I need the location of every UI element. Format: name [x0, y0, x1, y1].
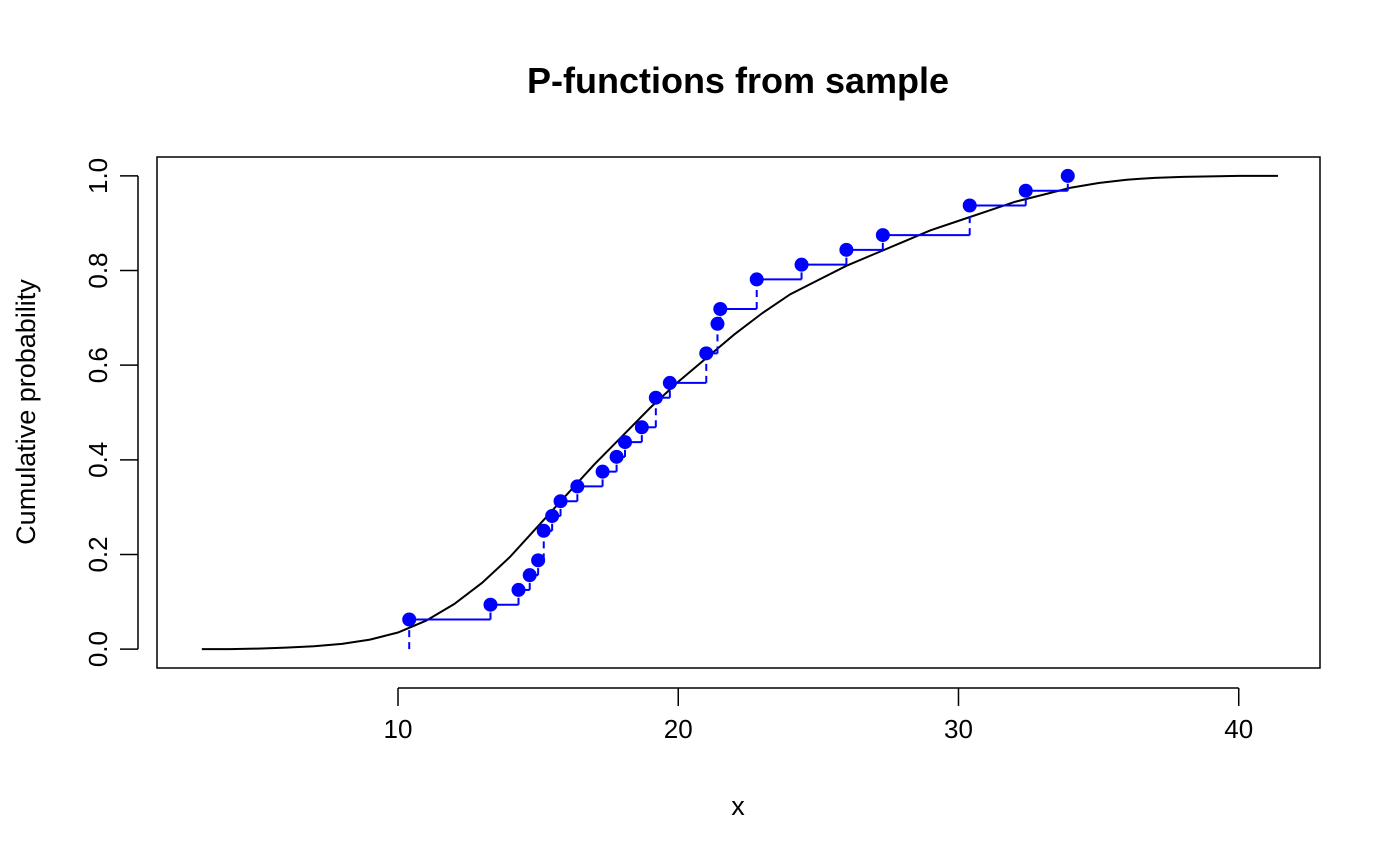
- ecdf-point: [522, 568, 537, 583]
- ecdf-point: [545, 509, 560, 524]
- ecdf-point: [1018, 183, 1033, 198]
- y-tick-label: 0.6: [83, 347, 113, 383]
- series-layer: [201, 168, 1278, 651]
- ecdf-point: [962, 198, 977, 213]
- theoretical-cdf-line: [201, 174, 1278, 651]
- x-tick-label: 30: [944, 714, 973, 744]
- x-axis-label: x: [731, 791, 745, 821]
- ecdf-point: [662, 375, 677, 390]
- y-tick-label: 0.2: [83, 536, 113, 572]
- ecdf-point: [699, 346, 714, 361]
- ecdf-point: [634, 420, 649, 435]
- ecdf-point: [794, 257, 809, 272]
- x-tick-label: 20: [664, 714, 693, 744]
- ecdf-point: [713, 301, 728, 316]
- y-tick-label: 0.8: [83, 252, 113, 288]
- ecdf-point: [570, 479, 585, 494]
- chart-title: P-functions from sample: [527, 60, 949, 101]
- ecdf-point: [875, 228, 890, 243]
- y-tick-label: 0.4: [83, 442, 113, 478]
- ecdf-point: [1060, 168, 1075, 183]
- x-tick-label: 10: [384, 714, 413, 744]
- x-axis: 10 20 30 40: [384, 687, 1253, 744]
- y-tick-label: 1.0: [83, 158, 113, 194]
- ecdf-point: [609, 449, 624, 464]
- ecdf-point: [531, 553, 546, 568]
- ecdf-point: [402, 612, 417, 627]
- ecdf-point: [595, 464, 610, 479]
- ecdf-point: [536, 523, 551, 538]
- ecdf-point: [710, 316, 725, 331]
- y-axis-label: Cumulative probability: [11, 279, 41, 545]
- x-tick-label: 40: [1224, 714, 1253, 744]
- ecdf-point: [483, 597, 498, 612]
- ecdf-point: [511, 582, 526, 597]
- ecdf-point: [618, 435, 633, 450]
- y-tick-label: 0.0: [83, 631, 113, 667]
- y-axis: 0.0 0.2 0.4 0.6 0.8 1.0: [83, 158, 139, 667]
- ecdf-point: [553, 494, 568, 509]
- ecdf-point: [839, 242, 854, 257]
- plot-frame: [156, 156, 1321, 669]
- ecdf-point: [749, 272, 764, 287]
- ecdf-point: [648, 390, 663, 405]
